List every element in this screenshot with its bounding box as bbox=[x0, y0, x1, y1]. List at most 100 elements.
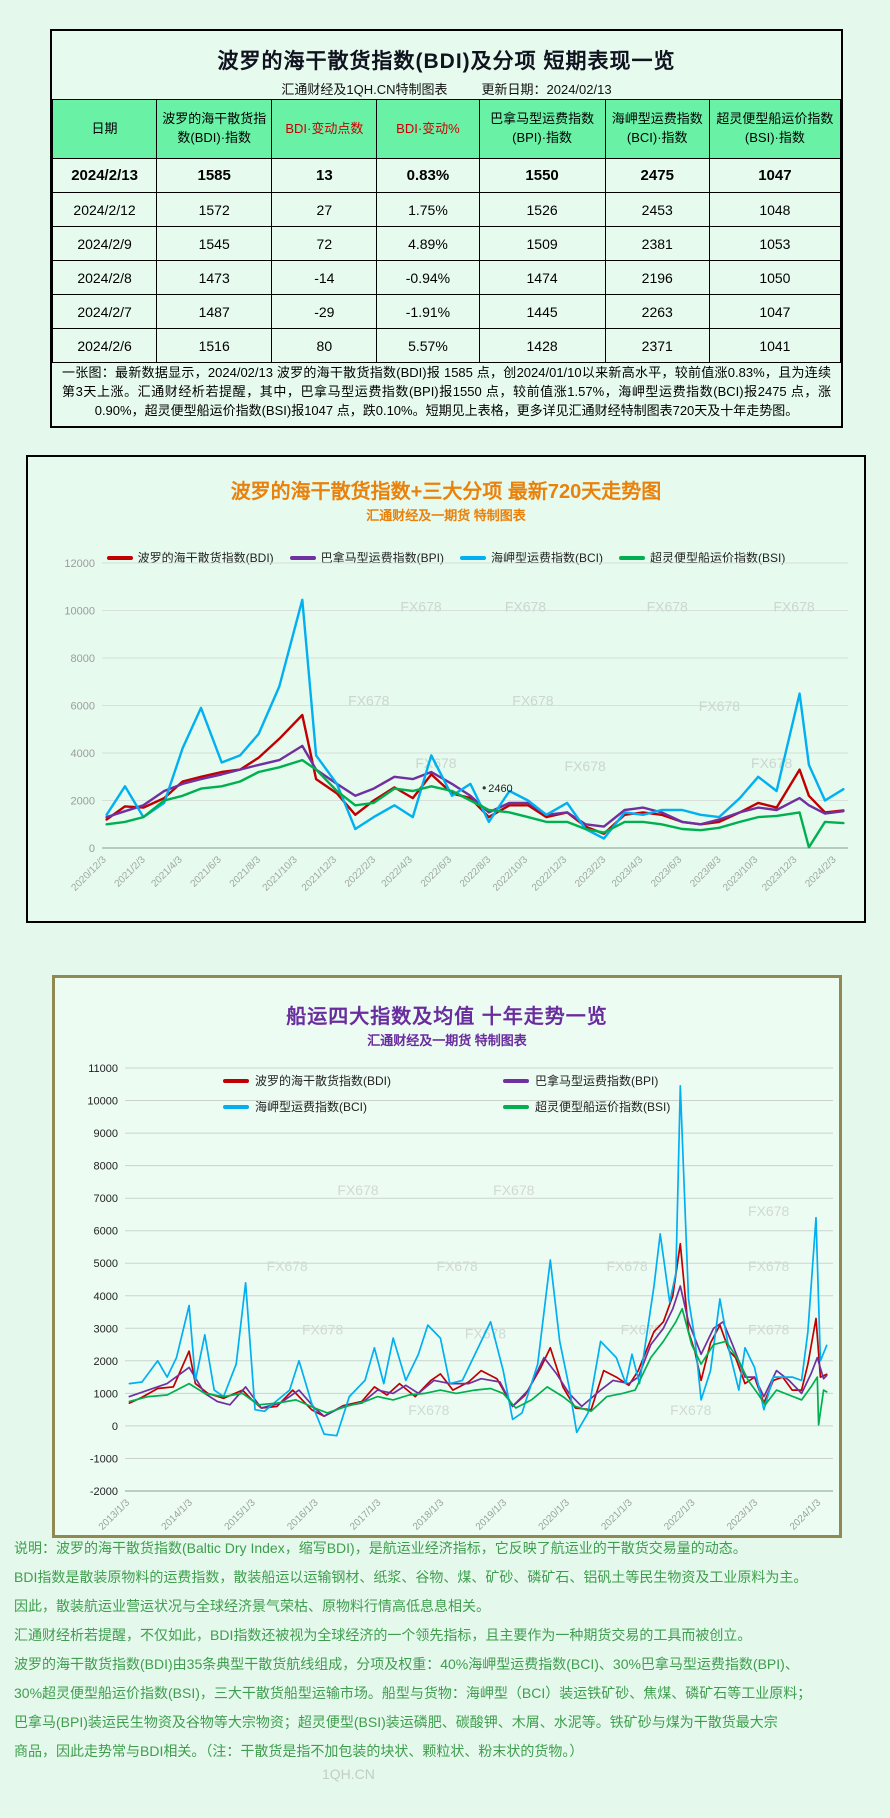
bdi-table-panel: 波罗的海干散货指数(BDI)及分项 短期表现一览 汇通财经及1QH.CN特制图表… bbox=[50, 29, 843, 428]
watermark: FX678 bbox=[400, 598, 441, 614]
column-header: 超灵便型船运价指数 (BSI)·指数 bbox=[708, 99, 842, 159]
legend-label: 巴拿马型运费指数(BPI) bbox=[320, 551, 444, 565]
table-cell: 1572 bbox=[156, 192, 273, 227]
table-row: 2024/2/12 1572 27 1.75% 1526 2453 1048 bbox=[51, 192, 842, 227]
svg-text:6000: 6000 bbox=[71, 701, 95, 713]
svg-text:2014/1/3: 2014/1/3 bbox=[160, 1497, 196, 1532]
note-line: 因此，散装航运业营运状况与全球经济景气荣枯、原物料行情高低息息相关。 bbox=[14, 1598, 490, 1614]
table-cell: 1550 bbox=[478, 158, 606, 193]
svg-text:4000: 4000 bbox=[94, 1291, 118, 1303]
svg-text:2018/1/3: 2018/1/3 bbox=[411, 1497, 447, 1532]
svg-text:2021/10/3: 2021/10/3 bbox=[261, 854, 301, 894]
legend-item: 超灵便型船运价指数(BSI) bbox=[503, 1098, 670, 1115]
table-cell: 1516 bbox=[156, 328, 273, 363]
legend-item: 海岬型运费指数(BCI) bbox=[460, 549, 603, 566]
svg-text:2023/4/3: 2023/4/3 bbox=[610, 854, 646, 890]
svg-text:11000: 11000 bbox=[88, 1063, 118, 1075]
svg-text:2024/1/3: 2024/1/3 bbox=[788, 1497, 824, 1532]
table-cell: 1048 bbox=[708, 192, 842, 227]
table-cell: 2024/2/8 bbox=[51, 260, 158, 295]
svg-text:2021/1/3: 2021/1/3 bbox=[599, 1497, 635, 1532]
svg-text:2023/2/3: 2023/2/3 bbox=[573, 854, 609, 890]
panel1-subtitle: 汇通财经及1QH.CN特制图表 更新日期：2024/02/13 bbox=[52, 79, 841, 98]
svg-text:2023/12/3: 2023/12/3 bbox=[760, 854, 800, 894]
watermark: FX678 bbox=[751, 755, 792, 771]
chart-10year: -2000 -1000 0 1000 2000 3000 4000 5000 6000 7000 8… bbox=[87, 1063, 833, 1532]
legend-item: 波罗的海干散货指数(BDI) bbox=[223, 1072, 391, 1089]
legend-label: 超灵便型船运价指数(BSI) bbox=[535, 1100, 671, 1114]
watermark: FX678 bbox=[337, 1182, 378, 1198]
watermark: FX678 bbox=[606, 1258, 647, 1274]
chart10y-title: 船运四大指数及均值 十年走势一览 bbox=[286, 1006, 608, 1028]
table-cell: -14 bbox=[271, 260, 378, 295]
legend-item: 巴拿马型运费指数(BPI) bbox=[503, 1072, 658, 1089]
table-cell: 2381 bbox=[604, 226, 710, 261]
column-header: BDI·变动% bbox=[376, 99, 480, 159]
table-row: 2024/2/9 1545 72 4.89% 1509 2381 1053 bbox=[51, 226, 842, 261]
table-cell: 1509 bbox=[478, 226, 606, 261]
legend-swatch bbox=[289, 555, 316, 560]
chart-720day: 0 2000 4000 6000 8000 10000 12000 FX678 FX678 FX6… bbox=[64, 558, 848, 894]
watermark: FX678 bbox=[408, 1402, 449, 1418]
note-line: 30%超灵便型船运价指数(BSI)，三大干散货船型运输市场。船型与货物：海岬型（… bbox=[14, 1685, 812, 1701]
watermark: FX678 bbox=[748, 1203, 789, 1219]
column-header: 波罗的海干散货指 数(BDI)·指数 bbox=[156, 99, 273, 159]
table-cell: 72 bbox=[271, 226, 378, 261]
note-line: BDI指数是散装原物料的运费指数，散装船运以运输钢材、纸浆、谷物、煤、矿砂、磷矿… bbox=[14, 1569, 808, 1585]
summary-paragraph: 一张图：最新数据显示，2024/02/13 波罗的海干散货指数(BDI)报 15… bbox=[62, 365, 831, 418]
svg-text:2021/8/3: 2021/8/3 bbox=[228, 854, 264, 890]
watermark: FX678 bbox=[621, 1321, 662, 1337]
table-cell: 1487 bbox=[156, 294, 273, 329]
table-cell: 2024/2/7 bbox=[51, 294, 158, 329]
svg-text:0: 0 bbox=[112, 1421, 118, 1433]
svg-text:6000: 6000 bbox=[94, 1226, 118, 1238]
legend-item: 巴拿马型运费指数(BPI) bbox=[289, 549, 444, 566]
legend-item: 波罗的海干散货指数(BDI) bbox=[106, 549, 274, 566]
svg-text:10000: 10000 bbox=[64, 606, 95, 618]
note-line: 汇通财经析若提醒，不仅如此，BDI指数还被视为全球经济的一个领先指标，且主要作为… bbox=[14, 1627, 752, 1643]
page-title: 波罗的海干散货指数(BDI)及分项 短期表现一览 bbox=[217, 50, 676, 73]
svg-text:7000: 7000 bbox=[94, 1193, 118, 1205]
note-line: 巴拿马(BPI)装运民生物资及谷物等大宗物资；超灵便型(BSI)装运磷肥、碳酸钾… bbox=[14, 1714, 778, 1730]
svg-text:2022/12/3: 2022/12/3 bbox=[530, 854, 570, 894]
svg-text:12000: 12000 bbox=[64, 558, 95, 570]
table-cell: 13 bbox=[271, 158, 378, 193]
watermark: FX678 bbox=[748, 1321, 789, 1337]
svg-text:2020/12/3: 2020/12/3 bbox=[70, 854, 110, 894]
column-header: BDI·变动点数 bbox=[271, 99, 378, 159]
watermark: FX678 bbox=[647, 598, 688, 614]
table-cell: 80 bbox=[271, 328, 378, 363]
watermark: FX678 bbox=[512, 693, 553, 709]
svg-text:9000: 9000 bbox=[94, 1128, 118, 1140]
chart-720day-panel: 波罗的海干散货指数+三大分项 最新720天走势图 汇通财经及一期货 特制图表 波… bbox=[26, 455, 866, 923]
table-cell: 1445 bbox=[478, 294, 606, 329]
svg-text:2021/12/3: 2021/12/3 bbox=[300, 854, 340, 894]
table-row: 2024/2/7 1487 -29 -1.91% 1445 2263 1047 bbox=[51, 294, 842, 329]
svg-text:2019/1/3: 2019/1/3 bbox=[474, 1497, 510, 1532]
svg-text:3000: 3000 bbox=[94, 1323, 118, 1335]
table-cell: 2024/2/6 bbox=[51, 328, 158, 363]
table-cell: 2024/2/13 bbox=[51, 158, 158, 193]
svg-text:1000: 1000 bbox=[94, 1388, 118, 1400]
svg-text:2000: 2000 bbox=[71, 796, 95, 808]
svg-text:0: 0 bbox=[89, 843, 95, 855]
legend-label: 波罗的海干散货指数(BDI) bbox=[255, 1074, 391, 1088]
svg-text:2023/8/3: 2023/8/3 bbox=[688, 854, 724, 890]
table-cell: 1526 bbox=[478, 192, 606, 227]
svg-text:2013/1/3: 2013/1/3 bbox=[97, 1497, 133, 1532]
legend-label: 巴拿马型运费指数(BPI) bbox=[535, 1074, 659, 1088]
notes-section: 说明：波罗的海干散货指数(Baltic Dry Index，缩写BDI)，是航运… bbox=[14, 1534, 880, 1766]
column-header: 日期 bbox=[51, 99, 158, 159]
svg-text:8000: 8000 bbox=[94, 1161, 118, 1173]
svg-text:2022/6/3: 2022/6/3 bbox=[419, 854, 455, 890]
svg-text:-2000: -2000 bbox=[90, 1486, 118, 1498]
legend-swatch bbox=[503, 1078, 529, 1083]
watermark: FX678 bbox=[493, 1182, 534, 1198]
table-cell: 5.57% bbox=[376, 328, 480, 363]
chart720-legend: 波罗的海干散货指数(BDI) 巴拿马型运费指数(BPI) 海岬型运费指数(BCI) 超… bbox=[28, 549, 864, 566]
watermark: FX678 bbox=[773, 598, 814, 614]
subtitle-source: 汇通财经及1QH.CN特制图表 bbox=[281, 82, 448, 97]
table-cell: 2371 bbox=[604, 328, 710, 363]
legend-swatch bbox=[223, 1078, 249, 1083]
note-line: 商品，因此走势常与BDI相关。（注：干散货是指不加包装的块状、颗粒状、粉末状的货… bbox=[14, 1743, 584, 1759]
